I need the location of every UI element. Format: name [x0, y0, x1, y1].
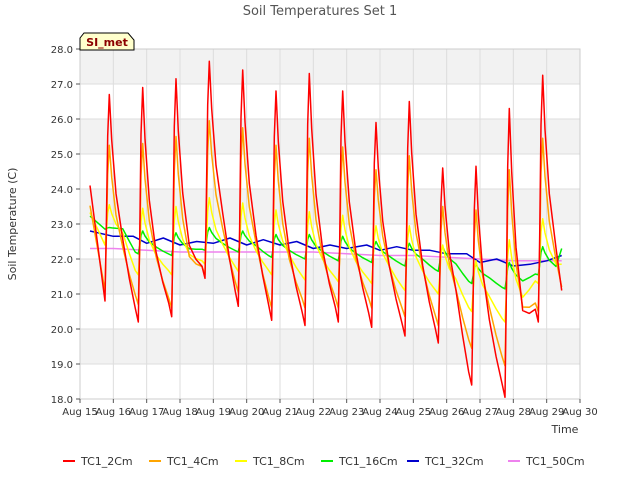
x-tick-label: Aug 18	[162, 407, 197, 418]
y-tick-label: 27.0	[51, 80, 73, 91]
x-tick-label: Aug 27	[462, 407, 497, 418]
x-tick-label: Aug 19	[196, 407, 231, 418]
x-tick-label: Aug 21	[262, 407, 297, 418]
background-band	[80, 84, 580, 119]
site-annotation: SI_met	[79, 32, 135, 51]
x-tick-label: Aug 16	[96, 407, 131, 418]
background-band	[80, 189, 580, 224]
x-tick-label: Aug 17	[129, 407, 164, 418]
y-tick-label: 24.0	[51, 185, 73, 196]
x-axis-label: Time	[551, 423, 579, 436]
x-tick-label: Aug 26	[429, 407, 464, 418]
x-tick-label: Aug 20	[229, 407, 264, 418]
site-annotation-label: SI_met	[86, 36, 128, 49]
y-tick-label: 19.0	[51, 360, 73, 371]
background-band	[80, 119, 580, 154]
y-tick-label: 22.0	[51, 255, 73, 266]
x-tick-label: Aug 29	[529, 407, 564, 418]
x-tick-label: Aug 15	[62, 407, 97, 418]
x-tick-label: Aug 24	[362, 407, 397, 418]
legend-label: TC1_50Cm	[525, 455, 585, 468]
background-band	[80, 364, 580, 399]
x-tick-label: Aug 30	[562, 407, 597, 418]
y-tick-label: 26.0	[51, 115, 73, 126]
legend: TC1_2Cm TC1_4Cm TC1_8Cm TC1_16Cm TC1_32Cm TC1…	[63, 455, 585, 468]
chart-title: Soil Temperatures Set 1	[243, 4, 398, 19]
series-line-tc1-2cm	[89, 60, 563, 399]
series-lines	[89, 60, 563, 399]
y-tick-label: 23.0	[51, 220, 73, 231]
y-tick-label: 20.0	[51, 325, 73, 336]
legend-label: TC1_32Cm	[424, 455, 484, 468]
y-axis-ticks: 18.0 19.0 20.0 21.0 22.0 23.0 24.0 25.0 26.0 27.0…	[51, 45, 80, 406]
y-tick-label: 25.0	[51, 150, 73, 161]
legend-label: TC1_4Cm	[166, 455, 219, 468]
background-band	[80, 154, 580, 189]
y-tick-label: 18.0	[51, 395, 73, 406]
legend-label: TC1_16Cm	[338, 455, 398, 468]
series-line-tc1-32cm	[89, 230, 562, 267]
x-tick-label: Aug 23	[329, 407, 364, 418]
x-tick-label: Aug 25	[396, 407, 431, 418]
y-tick-label: 21.0	[51, 290, 73, 301]
x-tick-label: Aug 22	[296, 407, 331, 418]
legend-label: TC1_2Cm	[80, 455, 133, 468]
y-tick-label: 28.0	[51, 45, 73, 56]
background-band	[80, 294, 580, 329]
legend-label: TC1_8Cm	[252, 455, 305, 468]
background-band	[80, 49, 580, 84]
x-tick-label: Aug 28	[496, 407, 531, 418]
y-axis-label: Soil Temperature (C)	[6, 168, 19, 281]
